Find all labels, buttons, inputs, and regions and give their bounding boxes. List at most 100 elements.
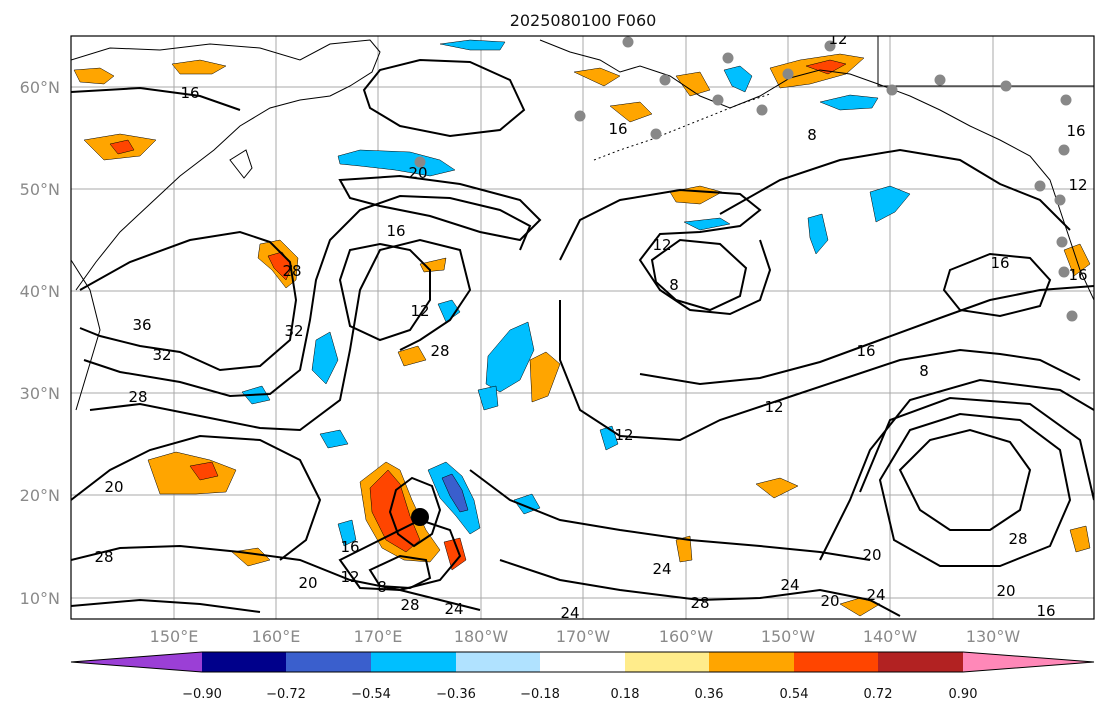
contour-low-north xyxy=(362,58,526,138)
contour-label: 12 xyxy=(652,236,671,254)
station-marker xyxy=(1066,310,1078,322)
station-marker xyxy=(1000,80,1012,92)
colorbar-segment xyxy=(286,652,371,672)
lon-label: 140°W xyxy=(863,627,918,646)
negative-shading xyxy=(241,39,911,547)
storm-center-marker xyxy=(411,508,429,526)
station-marker xyxy=(824,40,836,52)
contour-label: 28 xyxy=(430,342,449,360)
colorbar-tick-label: 0.18 xyxy=(611,687,640,702)
coast-alaska-na xyxy=(539,39,1094,301)
contour-label: 12 xyxy=(764,398,783,416)
contour-label: 8 xyxy=(377,578,387,596)
map-title: 2025080100 F060 xyxy=(510,11,657,30)
colorbar-segment xyxy=(625,652,709,672)
contour-12-low xyxy=(338,242,431,342)
orange-area-dot2 xyxy=(675,535,693,563)
colorbar-tick-label: 0.90 xyxy=(949,687,978,702)
lat-label: 40°N xyxy=(20,282,60,301)
contour-28-sw xyxy=(71,598,261,613)
orange-area-mid xyxy=(419,257,447,273)
colorbar-segment xyxy=(202,652,286,672)
orange-area-aleut xyxy=(609,101,653,123)
red-area-alaska xyxy=(805,59,847,75)
contour-label: 24 xyxy=(560,604,579,622)
blue-area-north xyxy=(439,39,506,51)
contour-label: 8 xyxy=(807,126,817,144)
station-marker xyxy=(782,68,794,80)
map-frame xyxy=(70,35,1095,620)
contour-label: 12 xyxy=(340,568,359,586)
contour-label: 16 xyxy=(180,84,199,102)
colorbar-tick-label: −0.18 xyxy=(520,687,560,702)
lon-label: 170°W xyxy=(556,627,611,646)
station-marker xyxy=(414,156,426,168)
contour-label: 20 xyxy=(104,478,123,496)
colorbar-tick-label: −0.54 xyxy=(351,687,391,702)
blue-area-s xyxy=(319,429,349,449)
contour-20-west xyxy=(71,434,322,561)
contour-storm-center xyxy=(388,476,442,548)
contour-label: 24 xyxy=(780,576,799,594)
colorbar-segment xyxy=(371,652,456,672)
station-markers xyxy=(414,36,1078,322)
lon-label: 180°W xyxy=(454,627,509,646)
contour-label: 32 xyxy=(284,322,303,340)
contour-20-aleut xyxy=(338,174,542,242)
colorbar-tick-label: −0.90 xyxy=(182,687,222,702)
lon-label: 130°W xyxy=(966,627,1021,646)
lat-label: 10°N xyxy=(20,589,60,608)
contour-label: 16 xyxy=(608,120,627,138)
station-marker xyxy=(622,36,634,48)
station-marker xyxy=(756,104,768,116)
station-marker xyxy=(886,84,898,96)
contour-storm-inner xyxy=(368,554,432,590)
contour-16-nw xyxy=(71,86,241,111)
station-marker xyxy=(1054,194,1066,206)
contour-label: 24 xyxy=(652,560,671,578)
blue-area-mid xyxy=(437,299,461,323)
contour-28-west xyxy=(89,238,472,432)
contour-28-south xyxy=(71,544,481,611)
orange-area-n xyxy=(171,59,227,75)
station-marker xyxy=(1056,236,1068,248)
orange-area-sw xyxy=(147,451,237,495)
contour-8-central xyxy=(650,238,748,312)
orange-area-sub xyxy=(529,351,561,403)
contour-label: 20 xyxy=(408,164,427,182)
latitude-labels: 60°N 50°N 40°N 30°N 20°N 10°N xyxy=(20,78,60,608)
coast-japan xyxy=(71,259,101,411)
contour-12-south xyxy=(559,300,1081,442)
orange-area-dot xyxy=(397,345,427,367)
contour-36 xyxy=(79,230,298,372)
contour-label: 28 xyxy=(1008,530,1027,548)
contour-16-east xyxy=(942,252,1052,318)
station-marker xyxy=(1060,94,1072,106)
contour-label: 28 xyxy=(690,594,709,612)
lat-label: 60°N xyxy=(20,78,60,97)
lat-label: 50°N xyxy=(20,180,60,199)
contour-label: 16 xyxy=(990,254,1009,272)
blue-area-aleutian xyxy=(337,149,456,177)
contour-12-central xyxy=(559,188,772,316)
station-marker xyxy=(712,94,724,106)
lon-label: 160°W xyxy=(659,627,714,646)
blue-area-east xyxy=(807,213,829,255)
lat-label: 20°N xyxy=(20,486,60,505)
station-marker xyxy=(1034,180,1046,192)
colorbar-tick-labels: −0.90 −0.72 −0.54 −0.36 −0.18 0.18 0.36 … xyxy=(182,687,977,702)
lat-label: 30°N xyxy=(20,384,60,403)
orange-area-bering xyxy=(573,67,621,87)
contour-label: 28 xyxy=(94,548,113,566)
map-content: 16 20 16 12 8 16 12 16 36 32 32 28 12 28… xyxy=(71,36,1094,622)
coast-island xyxy=(229,149,253,179)
coast-asia xyxy=(71,39,381,291)
contour-label: 16 xyxy=(386,222,405,240)
colorbar-tick-label: −0.36 xyxy=(436,687,476,702)
station-marker xyxy=(1058,266,1070,278)
contours xyxy=(71,58,1094,617)
contour-label: 12 xyxy=(1068,176,1087,194)
blue-area-west xyxy=(311,331,339,385)
station-marker xyxy=(722,52,734,64)
colorbar-extend-low xyxy=(71,652,202,672)
